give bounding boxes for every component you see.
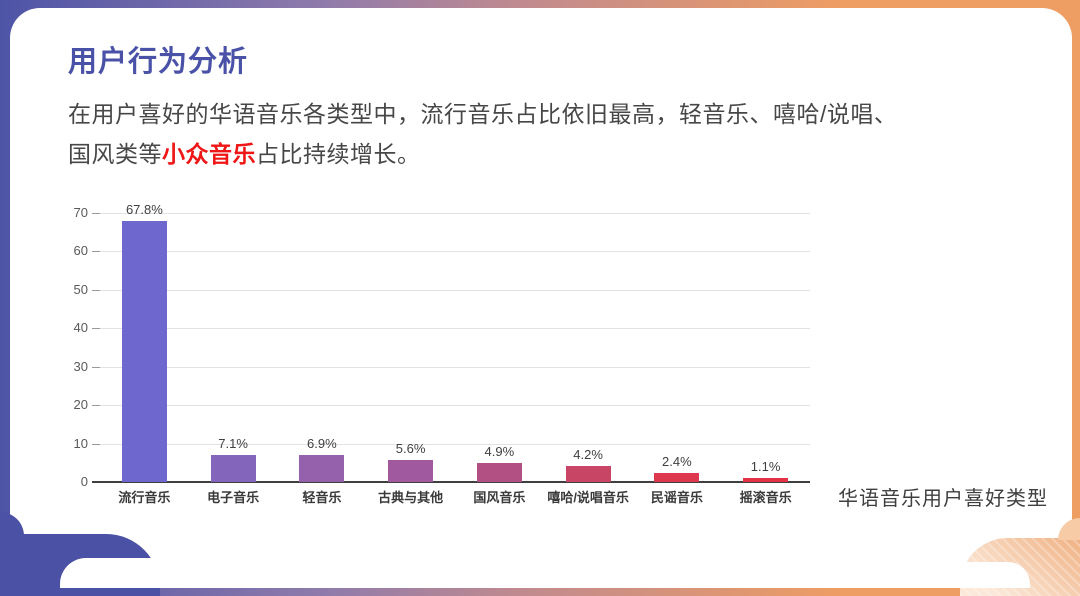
content-card (10, 8, 1072, 588)
x-axis-category-label: 摇滚音乐 (739, 490, 792, 505)
x-axis-baseline (92, 481, 810, 483)
highlight-text: 小众音乐 (162, 141, 256, 167)
chart-bar (565, 465, 611, 482)
bar-value-label: 4.2% (573, 446, 603, 462)
chart-bar (476, 463, 522, 482)
chart-bar (210, 454, 256, 482)
y-axis-tick (92, 328, 100, 330)
gridline (100, 251, 810, 253)
chart-bar (121, 221, 167, 482)
body-line2-suffix: 占比持续增长。 (256, 141, 421, 167)
gridline (100, 443, 810, 445)
x-axis-category-label: 轻音乐 (302, 490, 342, 505)
gridline (100, 328, 810, 330)
bottom-right-corner-shoulder (1058, 518, 1080, 540)
bottom-left-corner-step (60, 558, 160, 588)
gridline (100, 289, 810, 291)
bar-value-label: 6.9% (307, 436, 337, 452)
gridline (100, 213, 810, 214)
x-axis-category-label: 电子音乐 (207, 490, 260, 505)
y-axis-tick-label: 30 (73, 358, 88, 374)
y-axis-tick (92, 251, 100, 253)
body-text: 在用户喜好的华语音乐各类型中，流行音乐占比依旧最高，轻音乐、嘻哈/说唱、 国风类等… (68, 94, 897, 174)
y-axis-tick (92, 443, 100, 445)
x-axis-category-label: 嘻哈/说唱音乐 (547, 490, 629, 505)
y-axis-tick (92, 213, 100, 214)
chart-bar (654, 472, 700, 482)
y-axis-tick-label: 60 (73, 243, 88, 259)
y-axis-tick-label: 70 (73, 205, 88, 220)
bar-chart: 0 10 20 30 40 50 60 70 67.8% 流行音乐 7.1% 电子音乐 6.9% 轻音乐 5… (0, 200, 840, 510)
x-axis-category-label: 民谣音乐 (650, 490, 703, 505)
x-axis-category-label: 国风音乐 (473, 490, 526, 505)
gridline (100, 366, 810, 368)
chart-caption: 华语音乐用户喜好类型 (838, 488, 1048, 510)
bar-value-label: 2.4% (662, 453, 692, 469)
y-axis-tick-label: 50 (73, 281, 88, 297)
y-axis-tick (92, 366, 100, 368)
chart-bar (299, 455, 345, 482)
bar-value-label: 67.8% (125, 202, 163, 218)
bar-value-label: 7.1% (218, 435, 248, 451)
y-axis-tick-label: 10 (73, 435, 88, 451)
y-axis-tick-label: 0 (80, 474, 88, 489)
bar-value-label: 5.6% (395, 441, 426, 457)
y-axis-tick (92, 289, 100, 291)
chart-bar (743, 477, 789, 482)
y-axis-tick-label: 40 (73, 320, 88, 336)
bottom-right-corner-step (960, 562, 1030, 588)
body-line1: 在用户喜好的华语音乐各类型中，流行音乐占比依旧最高，轻音乐、嘻哈/说唱、 (68, 101, 898, 127)
bar-value-label: 4.9% (484, 444, 515, 460)
page-title: 用户行为分析 (68, 46, 249, 78)
body-line2-prefix: 国风类等 (68, 141, 162, 167)
x-axis-category-label: 古典与其他 (378, 490, 444, 505)
chart-bar (388, 460, 434, 482)
x-axis-category-label: 流行音乐 (118, 490, 171, 505)
gridline (100, 405, 810, 407)
y-axis-tick (92, 405, 100, 407)
y-axis-tick-label: 20 (73, 397, 88, 413)
bar-value-label: 1.1% (750, 458, 781, 474)
